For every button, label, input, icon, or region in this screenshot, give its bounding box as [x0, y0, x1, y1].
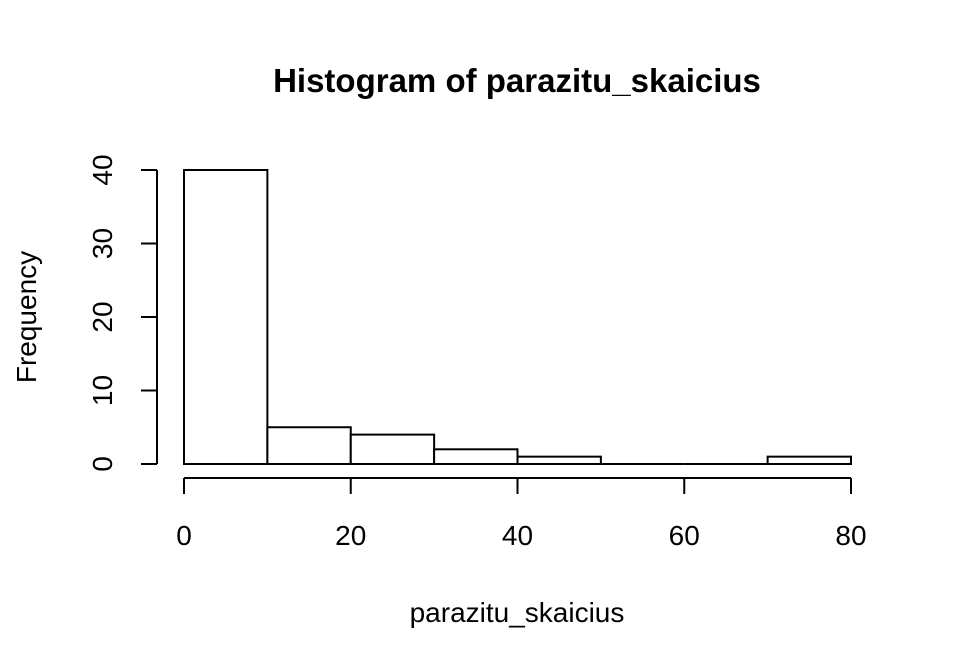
histogram-bar-30-40: [433, 448, 519, 465]
chart-title: Histogram of parazitu_skaicius: [273, 62, 761, 99]
x-axis-label: parazitu_skaicius: [410, 597, 625, 628]
y-axis: 0 10 20 30 40: [87, 154, 158, 472]
y-tick-label: 10: [87, 375, 118, 406]
x-tick-label: 80: [835, 520, 866, 551]
x-tick-label: 0: [176, 520, 192, 551]
x-tick-label: 20: [335, 520, 366, 551]
x-axis: 0 20 40 60 80: [176, 477, 867, 551]
bars-group: [183, 169, 852, 466]
histogram-bar-0-10: [183, 169, 269, 465]
y-tick-label: 20: [87, 301, 118, 332]
y-tick-label: 40: [87, 154, 118, 185]
histogram-bar-20-30: [349, 433, 436, 466]
histogram-bar-10-20: [266, 426, 352, 465]
y-axis-label: Frequency: [11, 251, 42, 383]
x-tick-label: 60: [669, 520, 700, 551]
y-tick-label: 30: [87, 228, 118, 259]
y-tick-label: 0: [87, 456, 118, 472]
histogram-bar-40-50: [516, 455, 602, 465]
x-tick-label: 40: [502, 520, 533, 551]
histogram-bar-70-80: [766, 455, 852, 465]
